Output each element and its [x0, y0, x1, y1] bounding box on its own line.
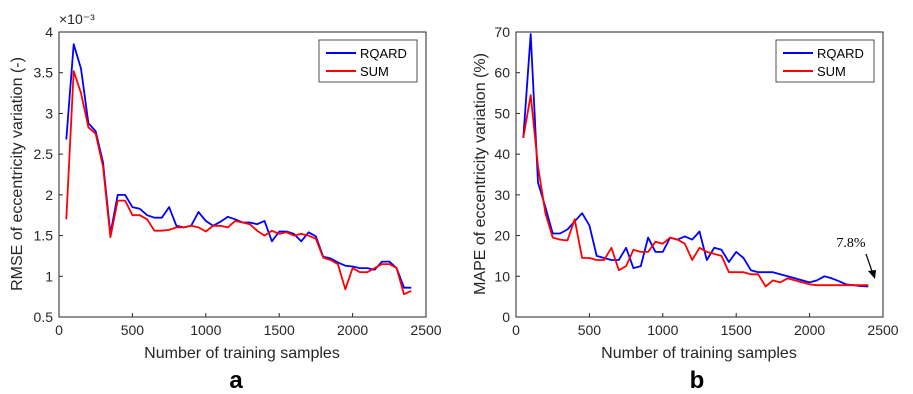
legend-a: RQARD SUM — [318, 39, 418, 83]
x-axis-label-b: Number of training samples — [601, 345, 797, 362]
y-tick-label-a: 2 — [45, 187, 53, 203]
y-tick-label-b: 0 — [502, 309, 510, 325]
x-tick-label-a: 1000 — [190, 322, 221, 338]
y-tick-label-b: 10 — [494, 268, 510, 284]
y-tick-label-a: 3 — [45, 105, 53, 121]
x-tick-label-a: 2000 — [337, 322, 368, 338]
legend-box-b — [775, 39, 875, 83]
y-tick-label-b: 40 — [494, 146, 510, 162]
series-group-b — [522, 33, 869, 288]
ticks-b: 0 500 1000 1500 2000 2500 0 10 20 30 40 50 60 70 — [494, 24, 898, 338]
exponent-label-a: ×10⁻³ — [59, 11, 95, 27]
ticks-a: 0 500 1000 1500 2000 2500 0.5 1 1.5 2 2.5 3 3.5 4 — [34, 24, 442, 338]
annotation-text-b: 7.8% — [836, 236, 866, 251]
series-line-sum-a — [65, 70, 412, 296]
legend-b: RQARD SUM — [775, 39, 875, 83]
x-tick-label-b: 2500 — [867, 322, 898, 338]
y-tick-label-b: 60 — [494, 65, 510, 81]
y-tick-label-a: 1.5 — [34, 228, 54, 244]
legend-label-sum-a: SUM — [360, 64, 389, 79]
x-tick-label-b: 500 — [578, 322, 602, 338]
y-tick-label-b: 50 — [494, 105, 510, 121]
x-tick-label-b: 0 — [512, 322, 520, 338]
x-tick-label-a: 2500 — [410, 322, 441, 338]
y-tick-label-a: 4 — [45, 24, 53, 40]
series-line-sum-b — [522, 94, 869, 288]
y-axis-label-a: RMSE of eccentricity variation (-) — [9, 57, 26, 291]
legend-box-a — [318, 39, 418, 83]
y-tick-label-b: 70 — [494, 24, 510, 40]
series-group-a — [65, 43, 412, 296]
y-tick-label-a: 0.5 — [34, 309, 54, 325]
annotation-b: 7.8% — [836, 236, 876, 279]
y-tick-label-b: 20 — [494, 228, 510, 244]
x-tick-label-b: 1500 — [721, 322, 752, 338]
x-tick-label-b: 1000 — [647, 322, 678, 338]
x-tick-label-a: 0 — [55, 322, 63, 338]
y-tick-label-b: 30 — [494, 187, 510, 203]
legend-label-rqard-b: RQARD — [817, 46, 864, 61]
panel-letter-a: a — [229, 367, 243, 394]
x-tick-label-a: 500 — [121, 322, 145, 338]
legend-label-rqard-a: RQARD — [360, 46, 407, 61]
panel-a: 0 500 1000 1500 2000 2500 0.5 1 1.5 2 2.5 3 3.5 4 ×10… — [9, 11, 442, 394]
x-tick-label-b: 2000 — [794, 322, 825, 338]
panel-letter-b: b — [690, 367, 705, 394]
annotation-arrowhead-b — [868, 270, 876, 279]
legend-label-sum-b: SUM — [817, 64, 846, 79]
y-tick-label-a: 1 — [45, 268, 53, 284]
y-axis-label-b: MAPE of eccentricity variation (%) — [472, 53, 489, 295]
y-tick-label-a: 2.5 — [34, 146, 54, 162]
x-axis-label-a: Number of training samples — [144, 345, 340, 362]
series-line-rqard-b — [522, 33, 869, 288]
y-tick-label-a: 3.5 — [34, 65, 54, 81]
panel-b: 0 500 1000 1500 2000 2500 0 10 20 30 40 50 60 70 Numb… — [472, 24, 899, 394]
x-tick-label-a: 1500 — [264, 322, 295, 338]
